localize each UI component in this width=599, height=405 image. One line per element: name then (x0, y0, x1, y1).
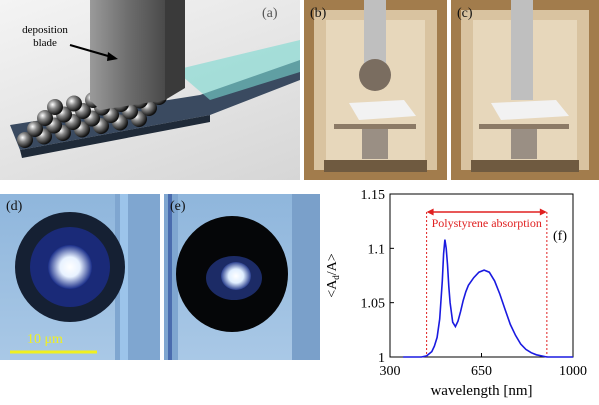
panel-a: deposition blade (a) (0, 0, 300, 180)
x-tick-label: 300 (380, 364, 401, 379)
panel-e-label: (e) (170, 199, 186, 214)
sample-plate (349, 100, 416, 120)
x-tick-label: 1000 (559, 364, 587, 379)
particle-ball (66, 95, 82, 112)
panel-f-label: (f) (553, 229, 567, 244)
chamber-photo-b (304, 0, 447, 180)
sample-plate (491, 100, 569, 120)
series-line (403, 239, 573, 358)
particle-core (221, 262, 251, 290)
stage-head (359, 59, 391, 91)
particle-ball (17, 132, 33, 148)
absorption-annotation: Polystyrene absorption (432, 216, 542, 230)
blade-arrow (69, 44, 116, 59)
panel-c: (c) (451, 0, 599, 180)
particle-ball (37, 110, 53, 126)
panel-a-label: (a) (262, 6, 278, 21)
deposition-blade (90, 0, 165, 110)
microscopy-image-e (164, 194, 320, 360)
panel-d-label: (d) (6, 199, 23, 214)
panel-e: (e) (164, 194, 320, 360)
panel-b-label: (b) (310, 6, 327, 21)
microscopy-image-d (10, 194, 160, 360)
y-tick-label: 1 (378, 351, 385, 366)
piston (364, 0, 386, 70)
panel-b: (b) (304, 0, 447, 180)
chamber-photo-c (451, 0, 599, 180)
panel-c-label: (c) (457, 6, 473, 21)
x-axis-label: wavelength [nm] (430, 383, 532, 399)
liquid-film (175, 40, 300, 100)
particle-ball (47, 99, 63, 115)
panel-d: (d) 10 μm (0, 194, 160, 360)
panel-f: 300 650 1000 1 1.05 1.1 1.15 Polystyrene absor… (322, 182, 599, 405)
absorption-chart: 300 650 1000 1 1.05 1.1 1.15 Polystyrene absor… (325, 188, 587, 399)
x-tick-label: 650 (471, 364, 492, 379)
piston (511, 0, 533, 100)
y-tick-label: 1.15 (361, 188, 386, 203)
deposition-illustration: deposition blade (10, 0, 300, 158)
y-tick-label: 1.1 (368, 242, 386, 257)
scale-bar-label: 10 μm (27, 332, 63, 347)
y-axis-label: <Ad/A> (325, 253, 341, 298)
arrow-head (426, 208, 434, 216)
blade-annotation: deposition blade (22, 24, 68, 49)
particle-core (48, 245, 92, 289)
y-tick-label: 1.05 (361, 297, 386, 312)
particle-ball (27, 121, 43, 137)
arrow-head (539, 208, 547, 216)
